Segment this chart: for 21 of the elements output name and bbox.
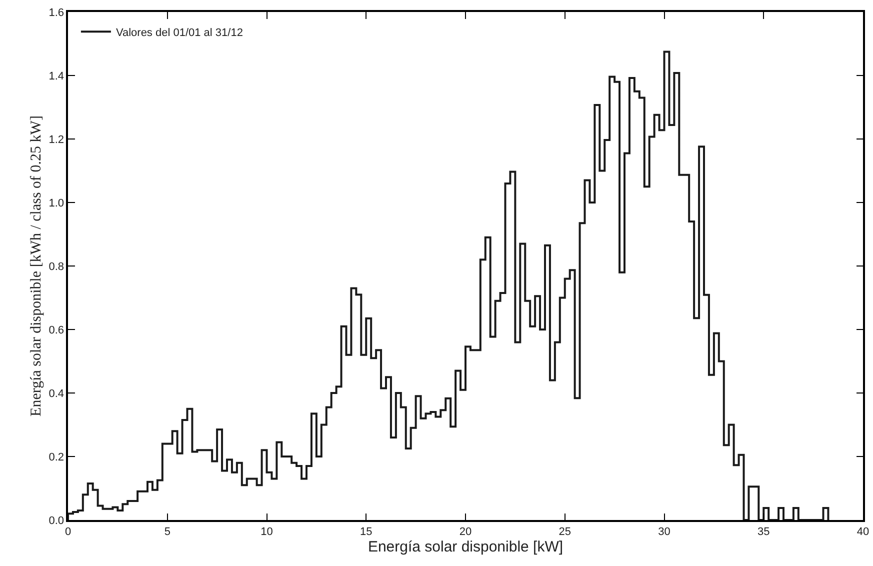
legend-label: Valores del 01/01 al 31/12 — [116, 26, 243, 39]
y-tick-label: 1.6 — [48, 6, 64, 19]
x-tick-label: 40 — [856, 526, 870, 538]
y-tick-label: 0.6 — [48, 324, 64, 336]
y-tick-label: 1.4 — [48, 70, 64, 82]
y-axis-title: Energía solar disponible [kWh / class of 0.25 kW] — [28, 116, 45, 416]
y-tick-label: 0.4 — [48, 388, 64, 400]
x-tick-label: 10 — [260, 526, 273, 538]
x-tick-label: 15 — [360, 526, 372, 538]
x-tick-label: 5 — [164, 526, 170, 538]
y-tick-label: 0.2 — [48, 451, 64, 464]
x-tick-label: 30 — [658, 526, 670, 538]
y-tick-label: 1.0 — [48, 197, 64, 210]
x-axis-title: Energía solar disponible [kW] — [368, 538, 564, 556]
y-tick-label: 1.2 — [48, 134, 64, 146]
x-tick-label: 35 — [758, 526, 770, 538]
x-tick-label: 25 — [558, 526, 572, 538]
y-tick-label: 0.8 — [48, 260, 64, 273]
x-tick-label: 20 — [459, 526, 472, 538]
y-tick-label: 0.0 — [48, 514, 64, 527]
x-tick-label: 0 — [64, 526, 72, 538]
